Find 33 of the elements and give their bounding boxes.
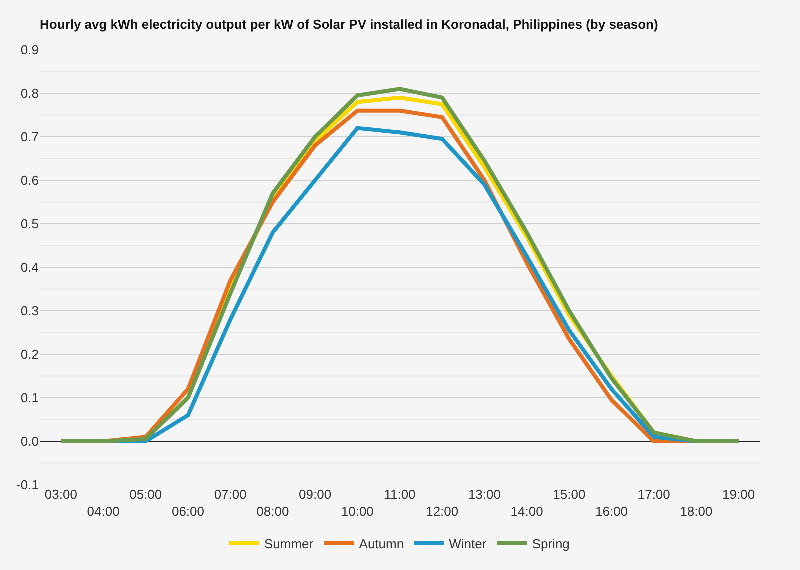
y-tick-label: 0.9: [20, 42, 39, 58]
x-tick-label: 19:00: [722, 487, 756, 502]
y-tick-label: 0.5: [20, 216, 39, 232]
x-tick-label: 17:00: [638, 487, 670, 502]
x-tick-label: 03:00: [44, 487, 78, 502]
x-tick-label: 07:00: [214, 487, 247, 502]
x-tick-label: 14:00: [510, 504, 544, 519]
y-tick-label: 0.2: [20, 347, 39, 362]
y-tick-label: 0.0: [20, 434, 39, 450]
y-tick-label: 0.4: [20, 260, 39, 276]
y-tick-label: -0.1: [16, 478, 39, 493]
y-tick-label: 0.6: [20, 173, 39, 188]
x-tick-label: 18:00: [680, 504, 713, 519]
y-tick-label: 0.8: [20, 86, 39, 102]
y-tick-label: 0.1: [20, 390, 39, 406]
x-tick-label: 08:00: [256, 504, 290, 519]
legend-label: Autumn: [359, 536, 404, 552]
x-tick-label: 06:00: [172, 504, 205, 519]
x-tick-label: 13:00: [468, 487, 501, 502]
x-tick-label: 09:00: [299, 487, 332, 502]
x-tick-label: 05:00: [130, 487, 162, 502]
y-tick-label: 0.7: [20, 130, 39, 145]
x-tick-label: 16:00: [595, 504, 628, 519]
x-tick-label: 04:00: [87, 504, 120, 519]
legend-label: Summer: [264, 536, 314, 552]
x-tick-label: 15:00: [553, 487, 586, 502]
legend-label: Winter: [449, 536, 488, 552]
legend-label: Spring: [532, 536, 570, 552]
x-tick-label: 11:00: [384, 487, 416, 502]
x-tick-label: 12:00: [426, 504, 459, 519]
x-tick-label: 10:00: [341, 504, 374, 519]
chart-title: Hourly avg kWh electricity output per kW of Solar PV installed in Koronadal, Philippines (by season): [40, 17, 658, 32]
y-tick-label: 0.3: [20, 304, 39, 319]
